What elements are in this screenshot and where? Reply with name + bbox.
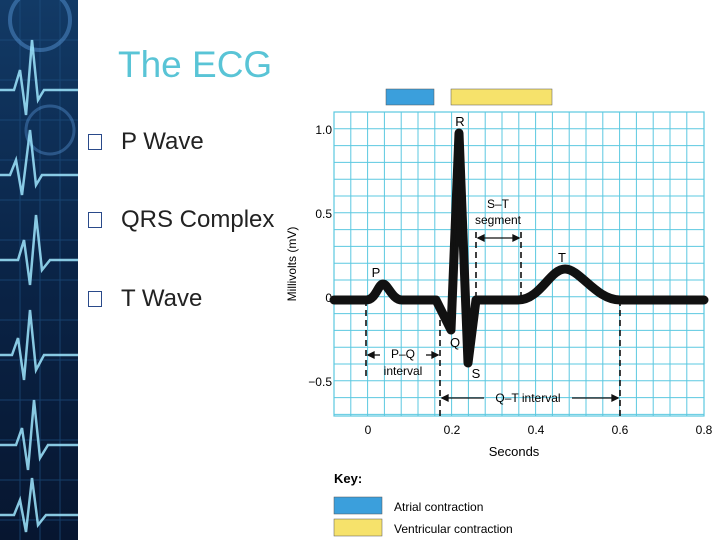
bullet-text: QRS Complex bbox=[121, 206, 275, 233]
r-wave-label: R bbox=[455, 114, 464, 129]
qt-interval-label: Q–T interval bbox=[495, 391, 560, 405]
t-wave-label: T bbox=[558, 250, 566, 265]
heartbeat-pattern-icon bbox=[0, 0, 78, 540]
y-tick-label: 0.5 bbox=[315, 207, 332, 221]
ecg-figure: Millivolts (mV) 1.0 0.5 0 −0.5 0 0.2 0.4… bbox=[280, 80, 720, 540]
s-wave-label: S bbox=[472, 366, 481, 381]
x-tick-label: 0.6 bbox=[612, 423, 629, 437]
x-tick-label: 0 bbox=[365, 423, 372, 437]
st-segment-label: segment bbox=[475, 213, 522, 227]
bullet-item: QRS Complex bbox=[88, 200, 274, 240]
bullet-text: P Wave bbox=[121, 128, 204, 155]
key-swatch-atrial bbox=[333, 496, 383, 515]
y-axis-label: Millivolts (mV) bbox=[285, 227, 299, 302]
q-wave-label: Q bbox=[450, 335, 460, 350]
key-swatch-ventricular bbox=[333, 518, 383, 537]
bullet-marker-icon bbox=[88, 291, 102, 307]
bullet-text: T Wave bbox=[121, 285, 203, 312]
key-title: Key: bbox=[334, 471, 362, 486]
ventricular-phase-bar bbox=[450, 88, 553, 106]
qrs-complex bbox=[441, 132, 478, 364]
interval-arrows bbox=[366, 233, 620, 403]
key-label-atrial: Atrial contraction bbox=[394, 500, 483, 514]
interval-guides bbox=[365, 232, 621, 418]
key-label-ventricular: Ventricular contraction bbox=[394, 522, 513, 536]
ecg-diagram: Millivolts (mV) 1.0 0.5 0 −0.5 0 0.2 0.4… bbox=[285, 88, 713, 537]
bullet-item: P Wave bbox=[88, 122, 204, 162]
bullet-marker-icon bbox=[88, 134, 102, 150]
atrial-phase-bar bbox=[385, 88, 435, 106]
st-segment-label: S–T bbox=[487, 197, 510, 211]
y-tick-label: 0 bbox=[325, 291, 332, 305]
pq-interval-label: interval bbox=[384, 364, 423, 378]
bullet-item: T Wave bbox=[88, 279, 202, 319]
decorative-sidebar bbox=[0, 0, 78, 540]
x-tick-label: 0.4 bbox=[528, 423, 545, 437]
x-axis-label: Seconds bbox=[489, 444, 540, 459]
y-tick-label: −0.5 bbox=[308, 375, 332, 389]
p-wave-label: P bbox=[372, 265, 381, 280]
bullet-marker-icon bbox=[88, 212, 102, 228]
x-tick-label: 0.8 bbox=[696, 423, 713, 437]
pq-interval-label: P–Q bbox=[391, 347, 415, 361]
x-tick-label: 0.2 bbox=[444, 423, 461, 437]
y-tick-label: 1.0 bbox=[315, 123, 332, 137]
slide-title: The ECG bbox=[118, 44, 273, 85]
